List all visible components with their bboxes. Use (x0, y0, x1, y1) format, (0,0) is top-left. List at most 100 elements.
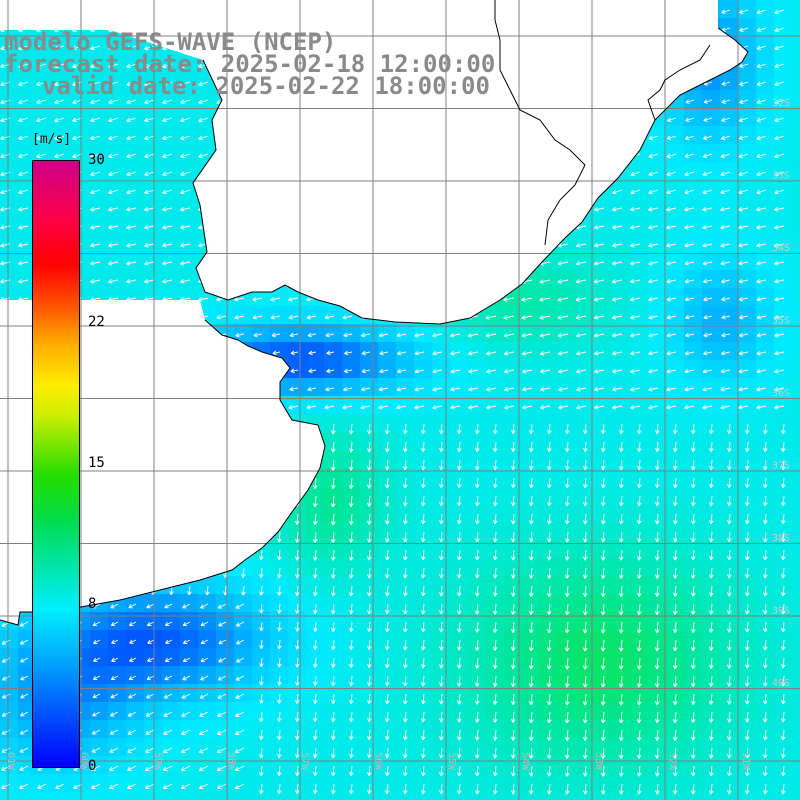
field-cell (666, 594, 685, 613)
wind-arrow (528, 675, 534, 688)
wind-arrow (630, 387, 641, 392)
field-cell (504, 738, 523, 757)
wind-arrow (326, 368, 335, 374)
wind-arrow (582, 495, 588, 507)
wind-arrow (181, 711, 191, 717)
field-cell (252, 630, 271, 649)
wind-arrow (450, 387, 461, 392)
field-cell (774, 720, 793, 739)
field-cell (684, 486, 703, 505)
field-cell (612, 486, 631, 505)
wind-arrow (546, 585, 552, 597)
field-cell (630, 576, 649, 595)
field-cell (720, 702, 739, 721)
wind-arrow (72, 81, 83, 87)
wind-arrow (582, 621, 588, 634)
wind-arrow (636, 531, 642, 543)
field-cell (504, 504, 523, 523)
wind-arrow (474, 531, 480, 543)
field-cell (756, 504, 775, 523)
field-cell (774, 702, 793, 721)
wind-arrow (456, 549, 462, 561)
field-cell (324, 450, 343, 469)
field-cell (738, 126, 757, 145)
wind-arrow (528, 765, 534, 777)
field-cell (576, 360, 595, 379)
wind-arrow (421, 459, 426, 471)
field-cell (576, 738, 595, 757)
field-cell (486, 450, 505, 469)
field-cell (144, 108, 163, 127)
field-cell (558, 720, 577, 739)
field-cell (630, 630, 649, 649)
wind-arrow (111, 639, 119, 644)
wind-arrow (720, 386, 731, 392)
wind-arrow (456, 693, 462, 705)
field-cell (576, 540, 595, 559)
wind-arrow (756, 171, 767, 177)
field-cell (522, 594, 541, 613)
wind-arrow (774, 297, 785, 302)
field-cell (504, 306, 523, 325)
wind-arrow (126, 189, 137, 195)
wind-arrow (162, 783, 173, 790)
field-cell (90, 198, 109, 217)
field-cell (414, 792, 433, 800)
field-cell (702, 198, 721, 217)
wind-arrow (745, 423, 750, 434)
wind-arrow (126, 117, 137, 123)
wind-arrow (600, 657, 606, 670)
field-cell (720, 504, 739, 523)
field-cell (396, 738, 415, 757)
wind-arrow (270, 297, 281, 302)
wind-arrow (36, 45, 47, 51)
wind-arrow (144, 171, 155, 177)
wind-arrow (654, 585, 660, 597)
field-cell (576, 576, 595, 595)
field-cell (702, 126, 721, 145)
field-cell (342, 558, 361, 577)
wind-arrow (564, 603, 570, 616)
wind-arrow (438, 567, 444, 579)
wind-arrow (774, 333, 785, 338)
wind-arrow (510, 531, 516, 543)
wind-arrow (457, 441, 462, 453)
field-cell (306, 702, 325, 721)
wind-arrow (474, 603, 480, 615)
wind-arrow (654, 621, 660, 634)
field-cell (288, 324, 307, 343)
wind-arrow (619, 459, 624, 471)
wind-arrow (402, 693, 408, 705)
field-cell (540, 306, 559, 325)
wind-arrow (529, 423, 534, 435)
wind-arrow (763, 531, 768, 543)
wind-arrow (367, 675, 372, 687)
field-cell (180, 198, 199, 217)
wind-arrow (575, 351, 587, 356)
wind-arrow (691, 459, 696, 471)
wind-arrow (90, 135, 101, 141)
wind-arrow (36, 153, 47, 159)
wind-arrow (457, 459, 462, 471)
field-cell (594, 540, 613, 559)
wind-arrow (546, 711, 552, 724)
field-cell (288, 612, 307, 631)
wind-arrow (397, 368, 407, 374)
wind-arrow (259, 783, 264, 795)
wind-arrow (744, 711, 750, 723)
wind-arrow (145, 729, 155, 735)
field-cell (324, 666, 343, 685)
wind-arrow (540, 369, 551, 374)
wind-arrow (726, 549, 732, 561)
field-cell (396, 378, 415, 397)
field-cell (198, 720, 217, 739)
wind-arrow (164, 675, 173, 681)
wind-arrow (182, 657, 191, 663)
wind-arrow (146, 603, 155, 609)
wind-arrow (420, 495, 426, 507)
field-cell (612, 504, 631, 523)
wind-arrow (648, 369, 659, 374)
field-cell (324, 738, 343, 757)
wind-arrow (439, 495, 444, 507)
field-cell (414, 396, 433, 415)
